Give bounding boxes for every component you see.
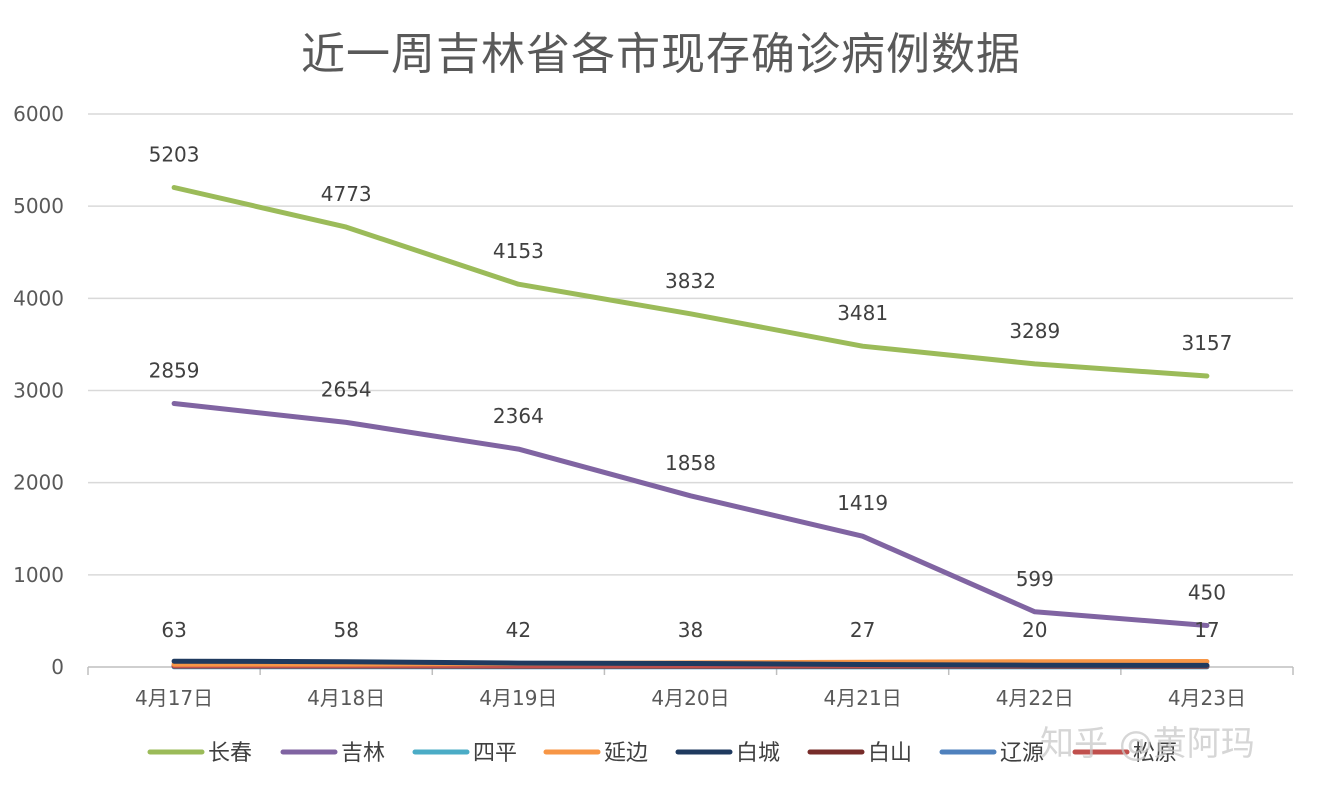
x-tick-label: 4月22日 [996,686,1074,710]
x-tick-label: 4月18日 [307,686,385,710]
legend-item: 白城 [675,741,780,766]
data-label: 42 [506,618,531,642]
y-tick-label: 2000 [13,471,64,495]
series-lines [171,185,1210,670]
legend-item: 吉林 [280,741,385,766]
x-tick-label: 4月21日 [824,686,902,710]
data-label: 38 [678,618,703,642]
legend-label: 吉林 [341,741,385,766]
x-tick-label: 4月23日 [1168,686,1246,710]
grid-lines [88,113,1293,576]
data-label: 4153 [493,239,544,263]
data-label: 3481 [837,301,888,325]
data-label: 2859 [149,358,200,382]
legend-item: 松原 [1072,741,1177,766]
data-label: 599 [1016,567,1054,591]
data-label: 58 [333,618,358,642]
data-label: 2364 [493,404,544,428]
legend-item: 辽源 [939,741,1044,766]
data-label: 1419 [837,491,888,515]
x-tick-label: 4月19日 [479,686,557,710]
series-line-2 [171,401,1210,628]
legend-item: 延边 [543,741,648,766]
x-tick-label: 4月17日 [135,686,213,710]
data-label: 4773 [321,182,372,206]
legend-item: 四平 [412,741,517,766]
y-tick-label: 6000 [13,102,64,126]
data-label: 5203 [149,142,200,166]
legend-label: 白山 [868,741,912,766]
legend-label: 长春 [208,741,252,766]
data-label: 63 [161,618,186,642]
legend-label: 四平 [473,741,517,766]
legend-label: 辽源 [1000,741,1044,766]
data-label: 1858 [665,451,716,475]
legend-item: 白山 [807,741,912,766]
data-label: 3289 [1009,319,1060,343]
legend-label: 松原 [1133,741,1177,766]
y-tick-label: 4000 [13,286,64,310]
series-line-1 [171,185,1210,379]
data-labels: 5203 4773 4153 3832 3481 3289 3157 2859 2654 2364… [149,142,1233,642]
data-label: 20 [1022,618,1047,642]
chart-title: 近一周吉林省各市现存确诊病例数据 [301,29,1021,80]
watermark: 知乎 @黄阿玛 [1040,724,1255,764]
legend-label: 白城 [736,741,780,766]
data-label: 27 [850,618,875,642]
legend: 长春 吉林 四平 延边 白城 白山 辽源 松原 [147,741,1177,766]
legend-label: 延边 [604,741,648,766]
data-label: 450 [1188,581,1226,605]
y-tick-label: 0 [51,655,64,679]
y-tick-label: 1000 [13,563,64,587]
legend-item: 长春 [147,741,252,766]
x-tick-label: 4月20日 [651,686,729,710]
data-label: 2654 [321,377,372,401]
series-line-5 [171,658,1210,668]
y-tick-label: 5000 [13,194,64,218]
y-tick-label: 3000 [13,379,64,403]
data-label: 3832 [665,269,716,293]
data-label: 17 [1194,618,1219,642]
data-label: 3157 [1181,331,1232,355]
